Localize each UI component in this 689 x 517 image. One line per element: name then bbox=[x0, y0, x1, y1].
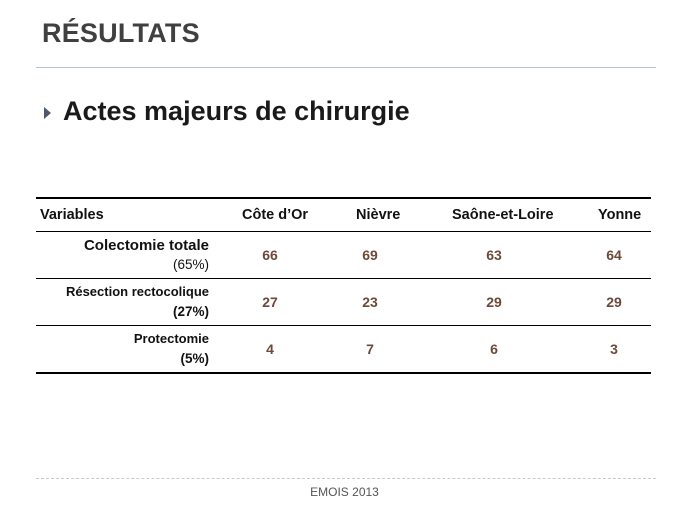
value-saone-et-loire: 29 bbox=[486, 294, 502, 310]
value-yonne: 29 bbox=[606, 294, 622, 310]
row-percent: (27%) bbox=[172, 304, 209, 319]
value-cote-dor: 4 bbox=[266, 341, 274, 357]
footer-divider bbox=[36, 478, 656, 479]
results-table: Variables Côte d’Or Nièvre Saône-et-Loir… bbox=[36, 197, 651, 374]
bullet-item: Actes majeurs de chirurgie bbox=[44, 96, 410, 127]
header-variables: Variables bbox=[40, 207, 104, 223]
value-nievre: 7 bbox=[366, 341, 374, 357]
row-percent: (65%) bbox=[172, 257, 209, 272]
value-cote-dor: 27 bbox=[262, 294, 278, 310]
header-saone-et-loire: Saône-et-Loire bbox=[452, 207, 554, 223]
value-nievre: 23 bbox=[362, 294, 378, 310]
value-yonne: 3 bbox=[610, 341, 618, 357]
triangle-bullet-icon bbox=[44, 106, 51, 119]
bullet-text: Actes majeurs de chirurgie bbox=[63, 96, 410, 126]
title-divider bbox=[36, 67, 656, 68]
value-saone-et-loire: 63 bbox=[486, 247, 502, 263]
row-label: Résection rectocolique bbox=[65, 284, 209, 299]
header-yonne: Yonne bbox=[598, 207, 642, 223]
footer-text: EMOIS 2013 bbox=[310, 485, 379, 499]
row-label: Colectomie totale bbox=[83, 237, 209, 254]
table-row: Protectomie (5%) 4 7 6 3 bbox=[36, 325, 651, 372]
header-nievre: Nièvre bbox=[356, 207, 401, 223]
value-yonne: 64 bbox=[606, 247, 622, 263]
table-row: Colectomie totale (65%) 66 69 63 64 bbox=[36, 232, 651, 278]
value-nievre: 69 bbox=[362, 247, 378, 263]
value-saone-et-loire: 6 bbox=[490, 341, 498, 357]
value-cote-dor: 66 bbox=[262, 247, 278, 263]
row-label: Protectomie bbox=[133, 331, 209, 346]
header-cote-dor: Côte d’Or bbox=[242, 207, 309, 223]
table-row: Résection rectocolique (27%) 27 23 29 29 bbox=[36, 278, 651, 325]
slide-title: RÉSULTATS bbox=[42, 18, 200, 48]
row-percent: (5%) bbox=[180, 351, 209, 366]
table-header-row: Variables Côte d’Or Nièvre Saône-et-Loir… bbox=[36, 199, 651, 232]
